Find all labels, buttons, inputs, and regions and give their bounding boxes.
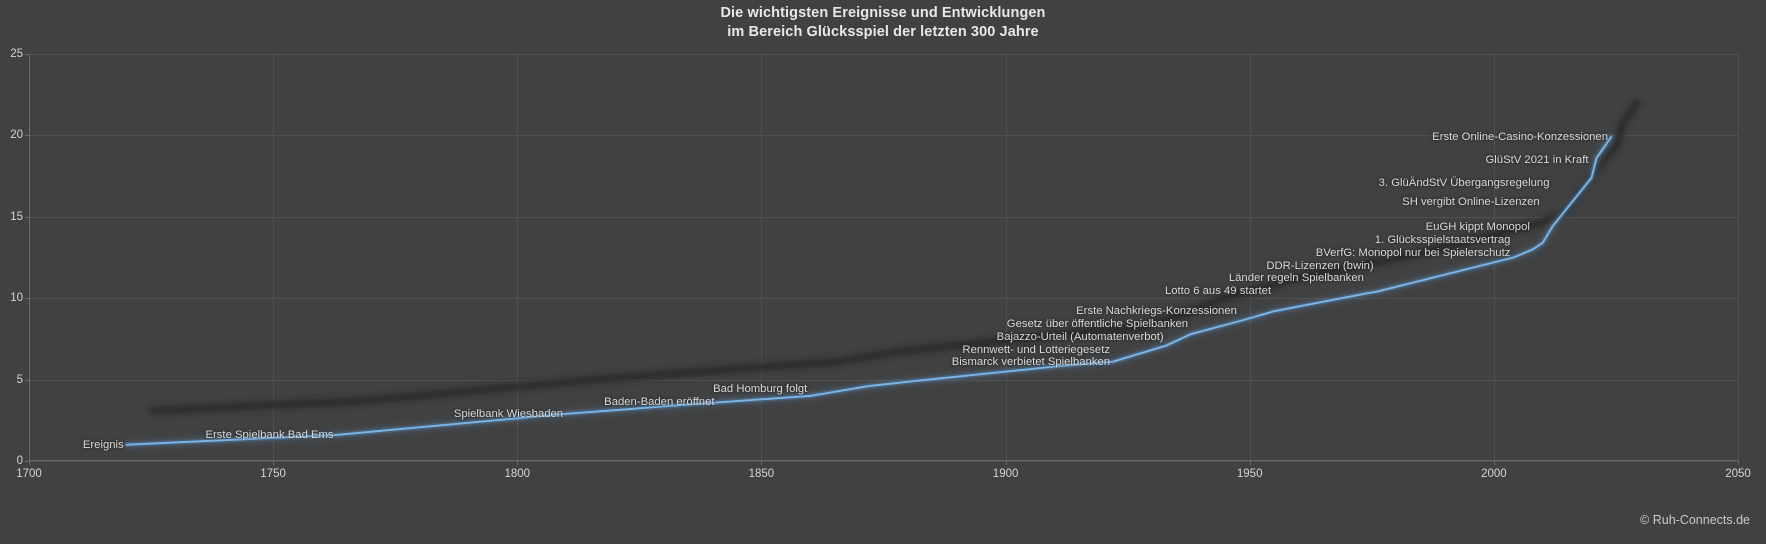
- point-label-15: EuGH kippt Monopol: [1425, 220, 1530, 233]
- gridline-v-1900: [1005, 54, 1007, 461]
- x-tick-mark-1900: [1005, 461, 1007, 465]
- point-label-1: Erste Spielbank Bad Ems: [205, 429, 334, 441]
- gridline-h-10: [29, 298, 1738, 300]
- plot-area: 0 5 10 15 20 25 1700 1750 1800 1850 1900 1950 2000 2…: [10, 48, 1751, 480]
- point-label-8: Gesetz über öffentliche Spielbanken: [1006, 318, 1189, 331]
- y-tick-label-20: 20: [10, 129, 23, 142]
- credit-text: © Ruh-Connects.de: [1640, 513, 1750, 527]
- y-tick-mark-25: [25, 54, 29, 55]
- x-tick-label-1850: 1850: [748, 468, 775, 480]
- point-label-3: Baden-Baden eröffnet: [604, 396, 715, 409]
- x-tick-mark-2050: [1738, 461, 1739, 465]
- point-label-13: BVerfG: Monopol nur bei Spielerschutz: [1315, 246, 1511, 259]
- series-ereignis: [124, 99, 1641, 448]
- point-label-17: 3. GlüÄndStV Übergangsregelung: [1378, 176, 1550, 189]
- point-label-14: 1. Glücksspielstaatsvertrag: [1374, 233, 1511, 246]
- point-label-10: Lotto 6 aus 49 startet: [1164, 284, 1272, 297]
- y-tick-label-15: 15: [10, 210, 23, 223]
- point-label-0: Ereignis: [82, 438, 124, 451]
- x-tick-label-2000: 2000: [1481, 468, 1507, 480]
- x-tick-label-1750: 1750: [260, 468, 286, 480]
- gridline-h-20: [29, 135, 1738, 137]
- x-tick-label-1700: 1700: [16, 468, 42, 480]
- point-label-19: Erste Online-Casino-Konzessionen: [1432, 131, 1608, 143]
- gridline-v-1950: [1249, 54, 1251, 461]
- gridline-h-0: [29, 461, 1738, 462]
- point-label-16: SH vergibt Online-Lizenzen: [1402, 196, 1540, 209]
- point-label-5: Bismarck verbietet Spielbanken: [951, 355, 1110, 368]
- x-tick-label-2050: 2050: [1725, 468, 1751, 480]
- gridline-h-25: [29, 54, 1738, 55]
- point-label-9: Erste Nachkriegs-Konzessionen: [1076, 305, 1237, 318]
- x-tick-mark-2000: [1493, 461, 1495, 465]
- point-label-18: GlüStV 2021 in Kraft: [1485, 153, 1589, 166]
- point-label-7: Bajazzo-Urteil (Automatenverbot): [996, 331, 1164, 344]
- y-axis-line: [29, 54, 30, 461]
- x-tick-label-1900: 1900: [992, 468, 1019, 480]
- point-label-12: DDR-Lizenzen (bwin): [1266, 259, 1374, 272]
- x-tick-label-1800: 1800: [504, 468, 531, 480]
- x-tick-mark-1800: [517, 461, 519, 465]
- y-tick-mark-0: [25, 461, 29, 462]
- point-label-4: Bad Homburg folgt: [713, 383, 808, 396]
- gridline-v-1850: [761, 54, 763, 461]
- x-tick-mark-1750: [273, 461, 275, 465]
- point-label-11: Länder regeln Spielbanken: [1228, 271, 1364, 284]
- x-tick-mark-1950: [1249, 461, 1251, 465]
- gridline-v-2000: [1493, 54, 1495, 461]
- y-tick-label-0: 0: [16, 455, 23, 467]
- gridline-v-1800: [517, 54, 519, 461]
- x-tick-label-1950: 1950: [1236, 468, 1263, 480]
- y-tick-mark-20: [25, 135, 29, 137]
- gridline-v-2050: [1738, 54, 1739, 461]
- gridline-h-15: [29, 216, 1738, 218]
- point-label-6: Rennwett- und Lotteriegesetz: [962, 343, 1110, 356]
- y-tick-mark-15: [25, 216, 29, 218]
- gridline-h-5: [29, 379, 1738, 381]
- gridline-v-1750: [273, 54, 275, 461]
- x-tick-mark-1700: [29, 461, 30, 465]
- y-tick-label-5: 5: [16, 373, 23, 386]
- y-tick-label-10: 10: [10, 292, 23, 305]
- x-tick-mark-1850: [761, 461, 763, 465]
- series-line: [125, 136, 1612, 446]
- chart-title: Die wichtigsten Ereignisse und Entwicklu…: [720, 5, 1046, 40]
- y-tick-mark-10: [25, 298, 29, 300]
- y-tick-mark-5: [25, 379, 29, 381]
- point-label-2: Spielbank Wiesbaden: [453, 407, 564, 420]
- y-tick-label-25: 25: [10, 48, 23, 60]
- x-axis-line: [29, 460, 1738, 461]
